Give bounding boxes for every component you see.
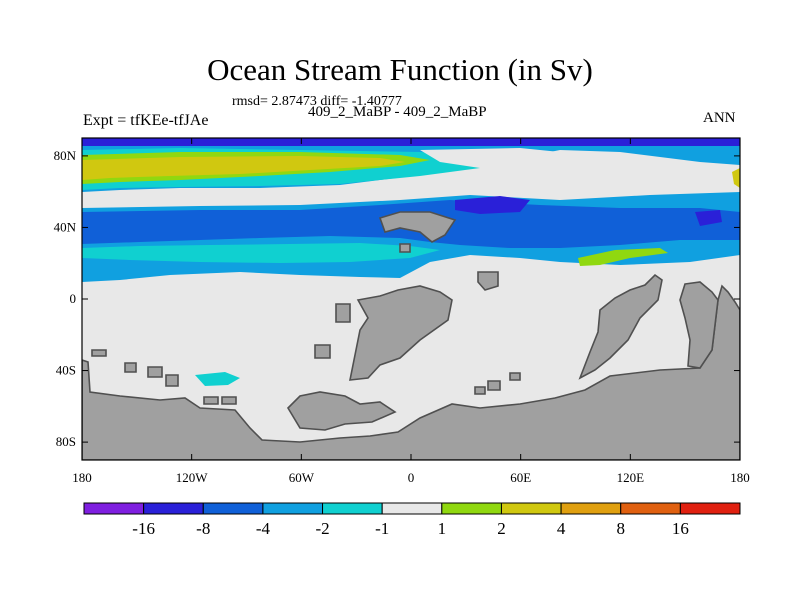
x-tick-label: 60E [510, 470, 531, 485]
x-tick-label: 120E [617, 470, 645, 485]
colorbar-swatch [620, 502, 681, 515]
colorbar-label: -16 [132, 519, 155, 538]
region-east-yellow [732, 168, 740, 188]
colorbar-label: -4 [256, 519, 271, 538]
colorbar-swatch [500, 502, 562, 515]
x-tick-label: 60W [289, 470, 315, 485]
land-small-9 [203, 396, 219, 405]
y-tick-label: 0 [70, 291, 77, 306]
y-tick-label: 40N [54, 219, 77, 234]
region-north-yellow [82, 156, 405, 180]
land-small-11 [487, 380, 501, 391]
x-axis: 180 120W 60W 0 60E 120E 180 [72, 138, 750, 485]
colorbar-swatch [381, 502, 443, 515]
season-label: ANN [703, 110, 736, 126]
stats-subtitle: rmsd= 2.87473 diff= -1.40777 [232, 94, 402, 109]
case-label: 409_2_MaBP - 409_2_MaBP [308, 104, 487, 120]
colorbar-label: -2 [315, 519, 329, 538]
colorbar-label: 16 [672, 519, 689, 538]
page-title: Ocean Stream Function (in Sv) [207, 52, 593, 87]
land-small-2 [335, 303, 351, 323]
colorbar-swatch [560, 502, 622, 515]
land-south-patch [286, 391, 397, 431]
y-axis: 80N 40N 0 40S 80S [54, 148, 740, 449]
land-maritime [578, 273, 663, 380]
land-small-1 [314, 344, 331, 359]
colorbar-swatch [322, 502, 383, 515]
region-north-gray-gap [420, 148, 580, 170]
x-tick-label: 0 [408, 470, 415, 485]
region-cyan-south [195, 372, 240, 386]
colorbar-label: 2 [497, 519, 506, 538]
land-east-pacific [679, 281, 719, 369]
region-cyan-band [82, 243, 440, 263]
colorbar-swatch [679, 502, 741, 515]
colorbar-label: 8 [616, 519, 625, 538]
land-small-7 [147, 366, 163, 378]
map-field [82, 138, 740, 460]
x-tick-label: 120W [176, 470, 209, 485]
experiment-label: Expt = tfKEe-tfJAe [83, 112, 209, 129]
y-tick-label: 80S [56, 434, 76, 449]
region-tropical-green [578, 248, 668, 266]
land-small-8 [165, 374, 179, 387]
land-africa [349, 285, 453, 381]
land-small-12 [509, 372, 521, 381]
colorbar-swatch [202, 502, 264, 515]
colorbar-swatch [143, 502, 204, 515]
land-small-13 [474, 386, 486, 395]
land-antarctica [82, 284, 740, 460]
colorbar-label: 1 [438, 519, 447, 538]
region-dark-core [455, 196, 530, 214]
colorbar-label: 4 [557, 519, 566, 538]
land-north-island [378, 211, 457, 243]
colorbar: -16 -8 -4 -2 -1 1 2 4 8 16 [83, 502, 741, 538]
colorbar-label: -1 [375, 519, 389, 538]
colorbar-swatch [83, 502, 145, 515]
land-small-6 [124, 362, 137, 373]
x-tick-label: 180 [72, 470, 92, 485]
x-tick-label: 180 [730, 470, 750, 485]
colorbar-label: -8 [196, 519, 210, 538]
land-small-5 [91, 349, 107, 357]
region-dark-east [695, 210, 722, 226]
colorbar-swatch [441, 502, 502, 515]
y-tick-label: 40S [56, 363, 76, 378]
land-small-3 [399, 243, 411, 253]
y-tick-label: 80N [54, 148, 77, 163]
colorbar-swatch [262, 502, 324, 515]
land-small-10 [221, 396, 237, 405]
land-small-4 [477, 271, 499, 291]
